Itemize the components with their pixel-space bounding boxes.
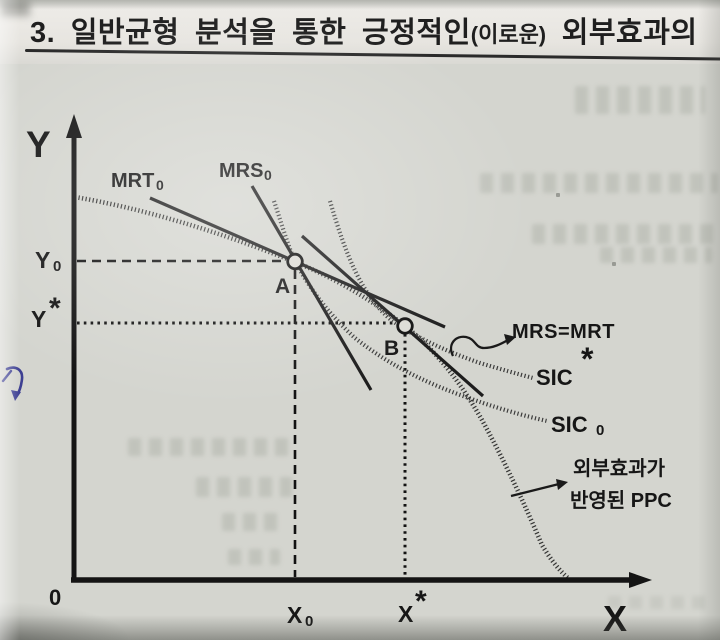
- ink-speck: [556, 193, 560, 197]
- sic0-label-sub: 0: [596, 422, 604, 439]
- y0-tick-sub: 0: [53, 258, 61, 275]
- ppc-label-line2: 반영된 PPC: [570, 489, 672, 512]
- sic0-label: SIC: [551, 412, 588, 437]
- bleedthrough-text: [196, 477, 292, 497]
- mrs-mrt-tangent-line: [300, 234, 485, 398]
- sic-star-label-sup: *: [581, 341, 594, 377]
- title-number: 3.: [30, 17, 56, 49]
- point-b-label: B: [384, 337, 399, 360]
- mrs-eq-mrt-label: MRS=MRT: [512, 321, 615, 343]
- title-tail: 외부효과의: [546, 17, 698, 49]
- bleedthrough-text: [575, 86, 705, 114]
- ystar-tick-label: Y: [31, 306, 46, 332]
- mrt0-label-sub: 0: [156, 177, 164, 193]
- xstar-tick-sup: *: [415, 585, 427, 618]
- title-paren: (이로운): [470, 22, 547, 47]
- ppc-callout-arrow: [510, 482, 560, 498]
- point-b-marker: [396, 317, 414, 335]
- origin-label: 0: [49, 585, 61, 610]
- photo-corner-shadow: [0, 0, 30, 16]
- ystar-tick-sup: *: [49, 292, 61, 325]
- x-axis-arrowhead: [629, 572, 652, 588]
- bleedthrough-text: [128, 438, 293, 456]
- ink-speck: [612, 262, 616, 266]
- y-axis-label: Y: [26, 124, 51, 165]
- ppc-label-line1: 외부효과가: [573, 457, 666, 480]
- bleedthrough-text: [608, 596, 708, 609]
- bleedthrough-text: [600, 247, 712, 263]
- sic0-curve: [272, 200, 548, 424]
- sic-star-curve: [327, 200, 534, 381]
- sic-star-label: SIC: [536, 365, 573, 390]
- bleedthrough-text: [480, 173, 718, 193]
- x0-tick-label: X: [287, 602, 303, 628]
- title-main: 일반균형 분석을 통한 긍정적인: [55, 17, 471, 49]
- mrs-mrt-callout-arrow: [449, 335, 509, 357]
- mrs0-line: [250, 185, 373, 391]
- x-axis-label: X: [603, 598, 627, 639]
- page-title: 3. 일반균형 분석을 통한 긍정적인(이로운) 외부효과의: [30, 9, 698, 51]
- mrs0-label-sub: 0: [264, 167, 272, 183]
- y-axis-arrowhead: [66, 114, 82, 138]
- point-a-label: A: [275, 275, 290, 298]
- mrs-mrt-callout-arrowhead: [504, 334, 516, 345]
- point-a-marker: [286, 252, 304, 271]
- mrs0-label: MRS: [219, 160, 263, 182]
- handwritten-blue-arrow: [1, 366, 24, 401]
- title-band: 3. 일반균형 분석을 통한 긍정적인(이로운) 외부효과의: [0, 0, 720, 64]
- xstar-tick-label: X: [398, 601, 414, 627]
- x0-tick-sub: 0: [305, 613, 313, 630]
- mrt0-label: MRT: [111, 170, 154, 192]
- y0-tick-label: Y: [35, 247, 50, 273]
- ppc-callout-arrowhead: [556, 479, 568, 490]
- bleedthrough-text: [532, 224, 718, 244]
- bleedthrough-text: [228, 549, 280, 565]
- bleedthrough-text: [222, 513, 284, 531]
